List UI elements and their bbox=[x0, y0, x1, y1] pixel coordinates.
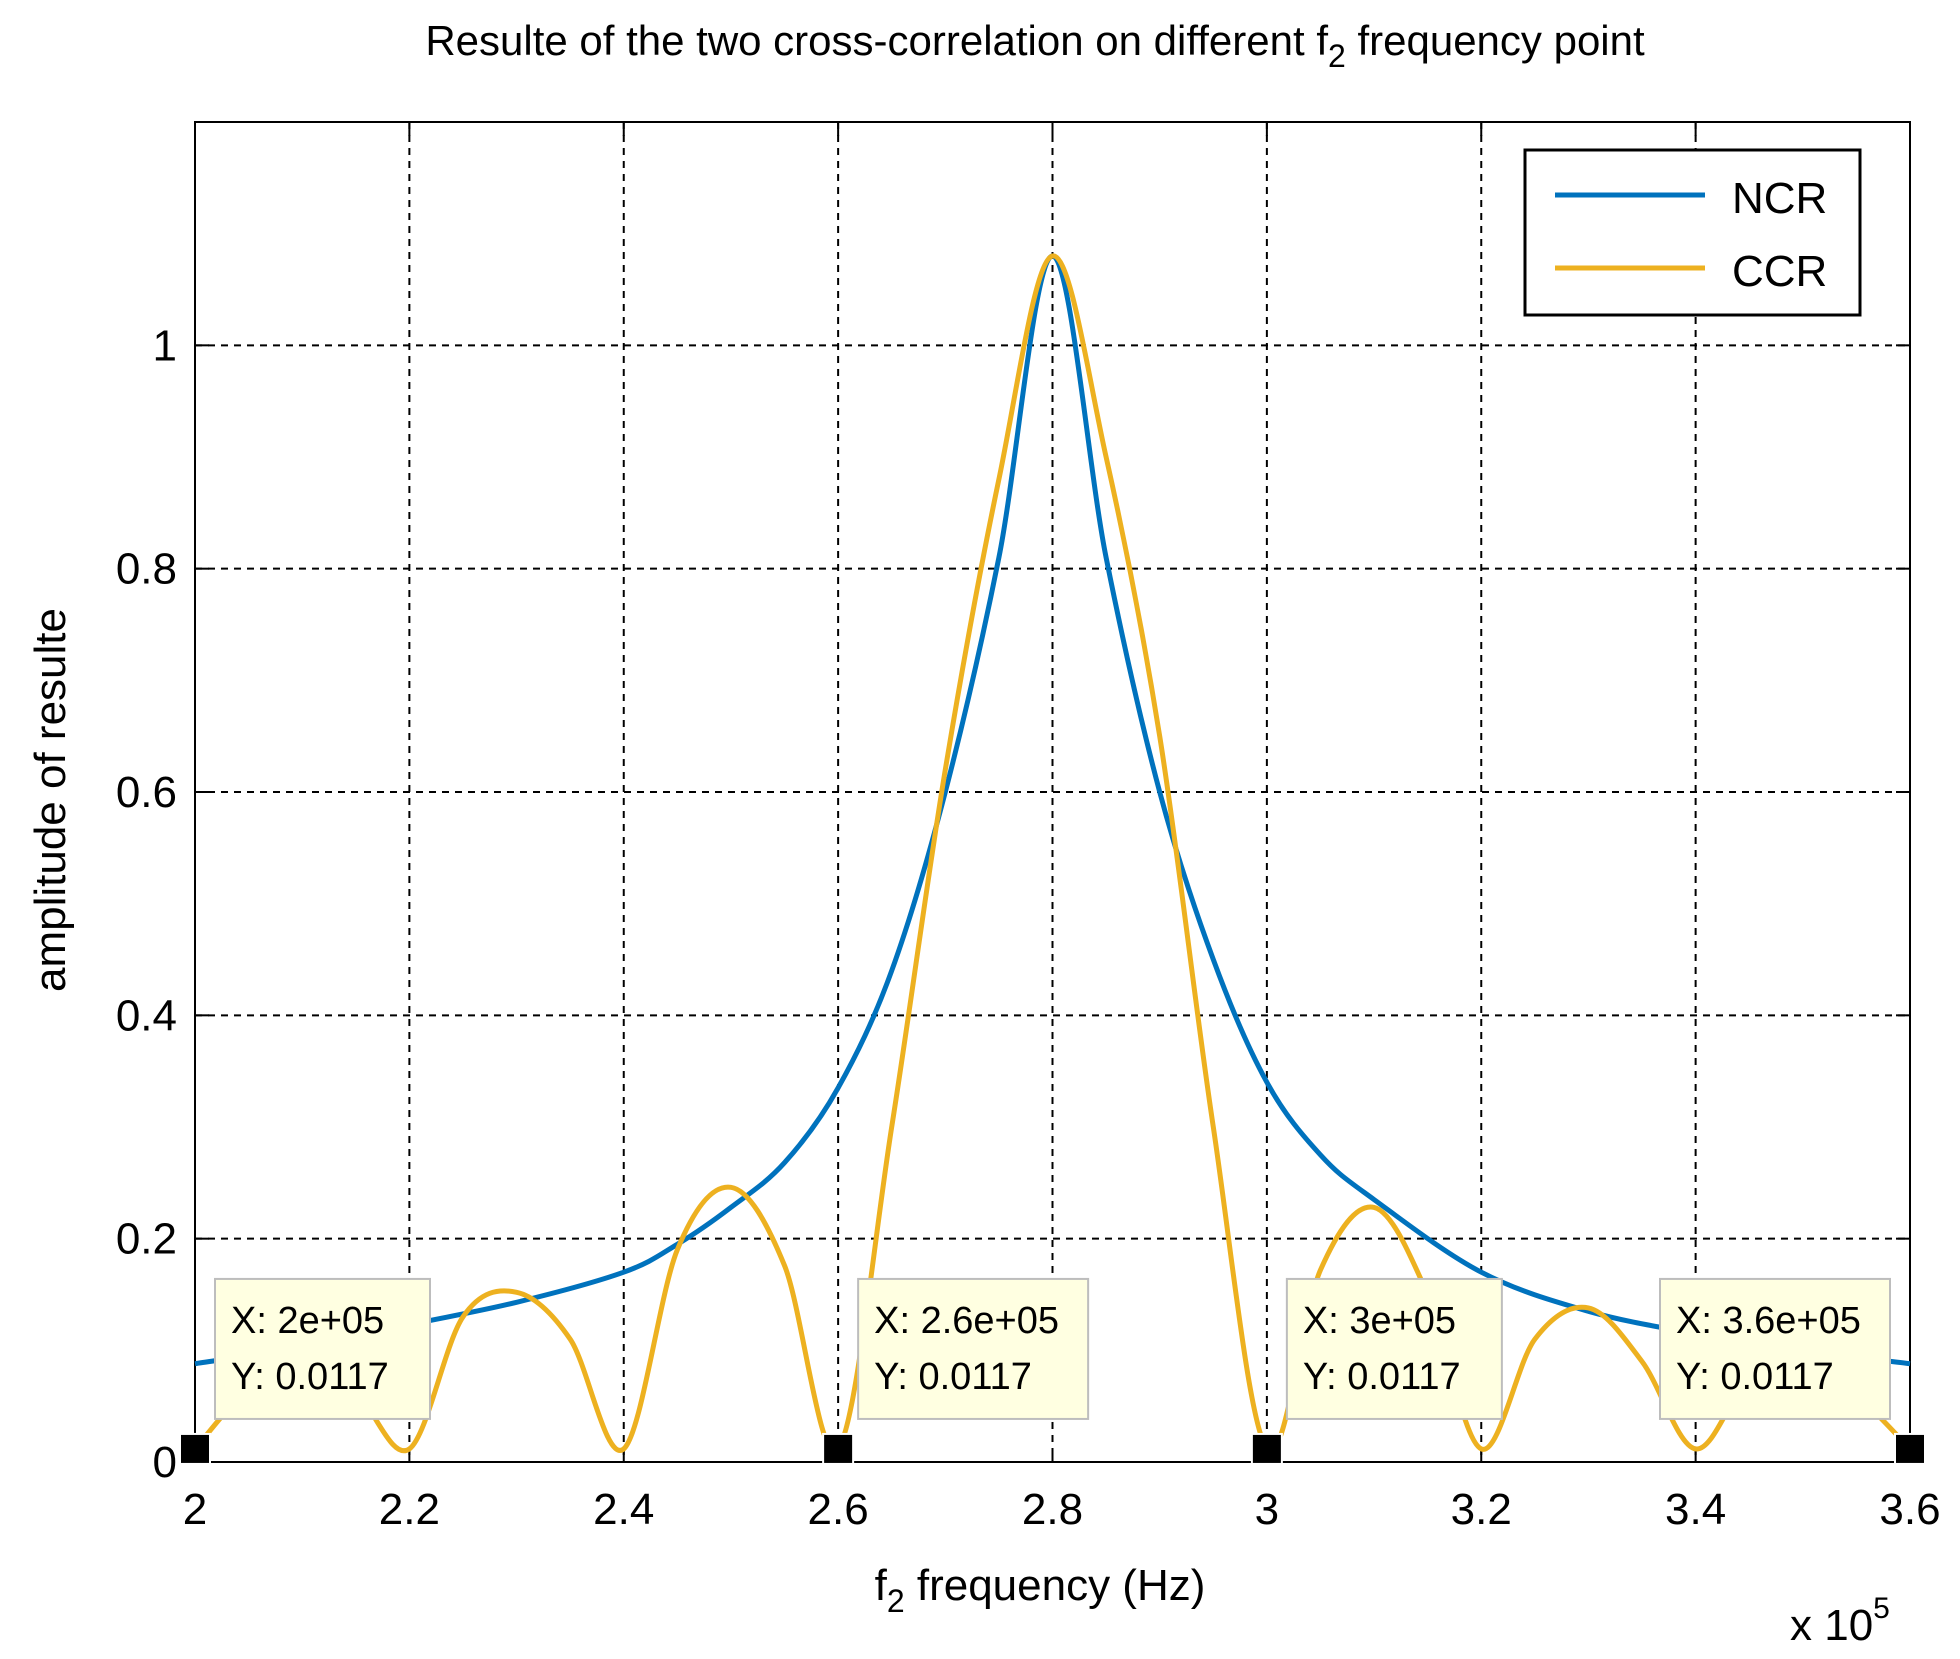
legend-box bbox=[1523, 148, 1862, 317]
x-tick-label: 3.6 bbox=[1879, 1485, 1940, 1534]
datatip-y-text: Y: 0.0117 bbox=[874, 1356, 1032, 1398]
datatip-y-text: Y: 0.0117 bbox=[231, 1356, 389, 1398]
datatip-x-text: X: 3e+05 bbox=[1303, 1300, 1456, 1342]
datatip-box bbox=[857, 1277, 1090, 1420]
y-tick-label: 0.6 bbox=[116, 768, 177, 817]
y-tick-label: 0.2 bbox=[116, 1215, 177, 1264]
datatip-x-text: X: 3.6e+05 bbox=[1676, 1300, 1861, 1342]
datatip[interactable]: X: 2.6e+05 Y: 0.0117 bbox=[822, 1277, 1090, 1465]
legend-label-ccr: CCR bbox=[1732, 247, 1827, 296]
legend: NCR CCR bbox=[1523, 148, 1862, 317]
legend-label-ncr: NCR bbox=[1732, 174, 1827, 223]
datatip-x-text: X: 2e+05 bbox=[231, 1300, 384, 1342]
x-axis-label: f2 frequency (Hz) bbox=[875, 1561, 1206, 1619]
y-tick-labels: 0 0.2 0.4 0.6 0.8 1 bbox=[116, 321, 177, 1487]
x-tick-label: 2.8 bbox=[1022, 1485, 1083, 1534]
y-tick-label: 0.8 bbox=[116, 545, 177, 594]
x-tick-label: 2.4 bbox=[593, 1485, 654, 1534]
x-tick-label: 2.6 bbox=[808, 1485, 869, 1534]
series-lines bbox=[193, 253, 1912, 1454]
x-tick-label: 2 bbox=[183, 1485, 207, 1534]
y-axis-label: amplitude of resulte bbox=[26, 608, 75, 992]
datatip[interactable]: X: 3.6e+05 Y: 0.0117 bbox=[1659, 1277, 1926, 1465]
datatip-marker[interactable] bbox=[1250, 1432, 1283, 1465]
x-tick-label: 3.4 bbox=[1665, 1485, 1726, 1534]
x-tick-label: 3.2 bbox=[1451, 1485, 1512, 1534]
x-tick-labels: 2 2.2 2.4 2.6 2.8 3 3.2 3.4 3.6 bbox=[183, 1485, 1941, 1534]
datatip-x-text: X: 2.6e+05 bbox=[874, 1300, 1059, 1342]
x-tick-label: 2.2 bbox=[379, 1485, 440, 1534]
datatip-box bbox=[1285, 1277, 1503, 1420]
x-tick-label: 3 bbox=[1255, 1485, 1279, 1534]
y-tick-label: 0.4 bbox=[116, 991, 177, 1040]
datatip[interactable]: X: 2e+05 Y: 0.0117 bbox=[179, 1277, 431, 1465]
series-line-ccr bbox=[193, 253, 1912, 1454]
datatip-y-text: Y: 0.0117 bbox=[1676, 1356, 1834, 1398]
y-tick-label: 1 bbox=[153, 321, 177, 370]
datatip-y-text: Y: 0.0117 bbox=[1303, 1356, 1461, 1398]
datatip-marker[interactable] bbox=[179, 1432, 211, 1465]
datatip[interactable]: X: 3e+05 Y: 0.0117 bbox=[1250, 1277, 1503, 1465]
datatip-box bbox=[1659, 1277, 1891, 1420]
datatip-box bbox=[214, 1277, 431, 1420]
grid-lines bbox=[195, 122, 1910, 1462]
x-axis-exponent: x 105 bbox=[1790, 1592, 1890, 1650]
datatip-marker[interactable] bbox=[1894, 1432, 1926, 1465]
datatip-marker[interactable] bbox=[822, 1432, 855, 1465]
chart-title: Resulte of the two cross-correlation on … bbox=[425, 17, 1645, 74]
y-tick-label: 0 bbox=[153, 1438, 177, 1487]
